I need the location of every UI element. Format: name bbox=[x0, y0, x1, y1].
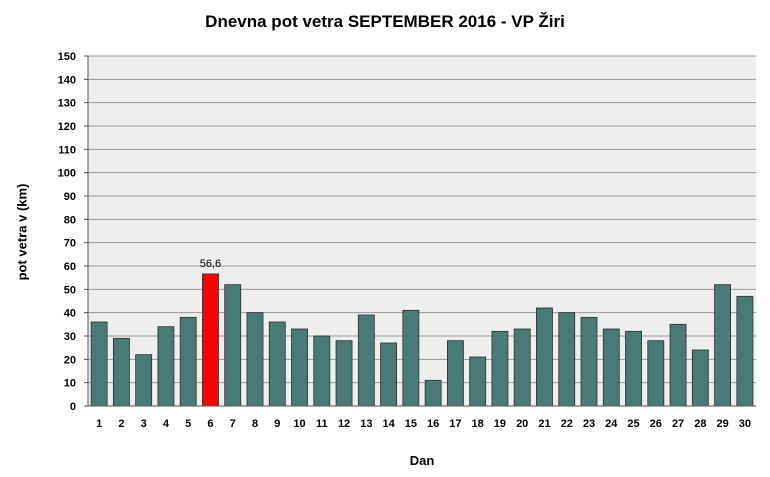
x-tick-label: 1 bbox=[96, 418, 102, 430]
bar bbox=[625, 330, 642, 407]
bar bbox=[246, 312, 264, 407]
y-tick-label: 10 bbox=[64, 378, 76, 390]
y-tick-label: 150 bbox=[58, 51, 76, 63]
y-tick-label: 90 bbox=[64, 191, 76, 203]
bar bbox=[602, 328, 620, 407]
bar bbox=[714, 284, 732, 407]
x-tick-label: 3 bbox=[141, 418, 147, 430]
x-tick-label: 5 bbox=[185, 418, 191, 430]
x-tick-label: 19 bbox=[494, 418, 506, 430]
bar bbox=[112, 337, 130, 407]
y-tick-label: 120 bbox=[58, 121, 76, 133]
x-tick-label: 16 bbox=[427, 418, 439, 430]
bar bbox=[402, 309, 420, 407]
plot-background bbox=[88, 56, 756, 406]
x-tick-label: 8 bbox=[252, 418, 258, 430]
bar bbox=[691, 349, 709, 407]
bar bbox=[313, 335, 331, 407]
bar bbox=[90, 321, 108, 407]
x-tick-label: 30 bbox=[739, 418, 751, 430]
y-tick-label: 140 bbox=[58, 74, 76, 86]
bar bbox=[135, 354, 153, 407]
y-tick-label: 80 bbox=[64, 214, 76, 226]
x-tick-label: 7 bbox=[230, 418, 236, 430]
x-tick-label: 20 bbox=[516, 418, 528, 430]
x-tick-label: 26 bbox=[650, 418, 662, 430]
bar bbox=[736, 295, 754, 407]
bar bbox=[380, 342, 398, 407]
bar bbox=[291, 328, 308, 407]
y-tick-label: 130 bbox=[58, 98, 76, 110]
bar bbox=[357, 314, 375, 407]
bar bbox=[491, 330, 509, 407]
y-tick-label: 50 bbox=[64, 284, 76, 296]
bar bbox=[536, 307, 553, 407]
x-tick-label: 17 bbox=[449, 418, 461, 430]
bar bbox=[669, 323, 687, 407]
bar bbox=[580, 316, 598, 407]
bar bbox=[647, 340, 665, 407]
x-tick-label: 24 bbox=[605, 418, 618, 430]
bar bbox=[268, 321, 286, 407]
y-tick-label: 70 bbox=[64, 238, 76, 250]
data-label: 56,6 bbox=[200, 258, 221, 270]
y-tick-label: 0 bbox=[70, 401, 76, 413]
x-tick-label: 25 bbox=[627, 418, 639, 430]
bar bbox=[513, 328, 531, 407]
bar bbox=[179, 316, 197, 407]
x-tick-label: 9 bbox=[274, 418, 280, 430]
y-tick-label: 60 bbox=[64, 261, 76, 273]
x-tick-label: 21 bbox=[538, 418, 550, 430]
x-tick-label: 14 bbox=[382, 418, 395, 430]
chart-title: Dnevna pot vetra SEPTEMBER 2016 - VP Žir… bbox=[205, 12, 565, 31]
x-tick-label: 6 bbox=[207, 418, 213, 430]
x-tick-label: 12 bbox=[338, 418, 350, 430]
x-tick-label: 22 bbox=[561, 418, 573, 430]
x-tick-label: 15 bbox=[405, 418, 417, 430]
x-tick-label: 27 bbox=[672, 418, 684, 430]
x-tick-label: 29 bbox=[716, 418, 728, 430]
bar bbox=[558, 312, 576, 407]
x-tick-label: 13 bbox=[360, 418, 372, 430]
bar bbox=[469, 356, 487, 407]
bar bbox=[424, 379, 442, 407]
bar bbox=[335, 340, 353, 407]
bar bbox=[224, 284, 242, 407]
y-tick-label: 40 bbox=[64, 308, 76, 320]
x-tick-label: 10 bbox=[293, 418, 305, 430]
x-tick-label: 2 bbox=[118, 418, 124, 430]
x-tick-label: 28 bbox=[694, 418, 706, 430]
bar bbox=[202, 273, 219, 407]
x-tick-label: 4 bbox=[163, 418, 170, 430]
y-tick-label: 100 bbox=[58, 168, 76, 180]
y-tick-label: 20 bbox=[64, 354, 76, 366]
bar bbox=[157, 326, 175, 407]
bar bbox=[446, 340, 464, 407]
x-axis-title: Dan bbox=[409, 453, 435, 468]
y-tick-label: 110 bbox=[58, 144, 76, 156]
x-tick-label: 23 bbox=[583, 418, 595, 430]
x-tick-label: 11 bbox=[316, 418, 328, 430]
x-tick-label: 18 bbox=[472, 418, 484, 430]
y-tick-label: 30 bbox=[64, 331, 76, 343]
